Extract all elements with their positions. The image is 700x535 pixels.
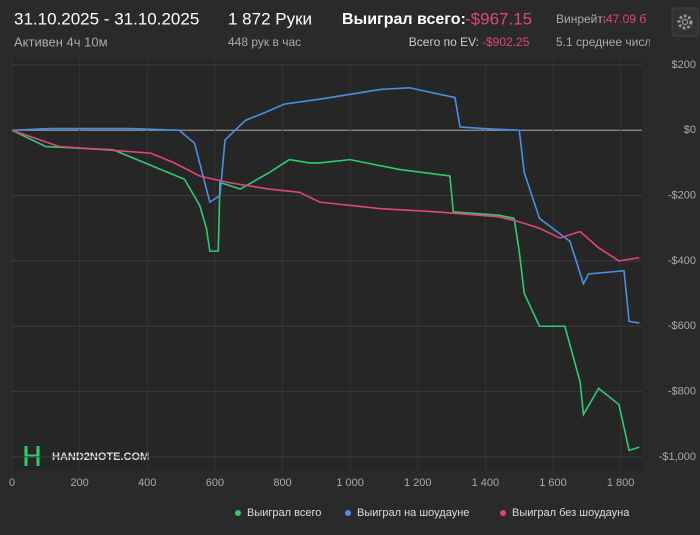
winrate-label: Винрейт:: [556, 12, 606, 26]
x-tick-label: 1 000: [336, 477, 364, 489]
y-tick-label: $200: [672, 59, 696, 71]
x-tick-label: 1 800: [607, 477, 635, 489]
legend-label: Выиграл без шоудауна: [512, 507, 630, 519]
y-tick-label: -$1,000: [659, 451, 696, 463]
y-tick-label: -$400: [668, 255, 696, 267]
header: 31.10.2025 - 31.10.2025 Активен 4ч 10м 1…: [14, 9, 651, 49]
y-tick-label: -$800: [668, 385, 696, 397]
y-tick-label: -$200: [668, 189, 696, 201]
hands: 1 872 Руки: [228, 9, 312, 28]
x-tick-label: 600: [206, 477, 224, 489]
date-range: 31.10.2025 - 31.10.2025: [14, 9, 199, 28]
hands-per-hour: 448 рук в час: [228, 35, 301, 49]
x-tick-label: 1 400: [472, 477, 500, 489]
series-line: [11, 129, 640, 262]
legend-marker: [500, 510, 506, 516]
x-tick-label: 0: [9, 477, 15, 489]
series-line: [11, 129, 640, 452]
x-tick-label: 800: [273, 477, 291, 489]
settings-button[interactable]: [671, 7, 699, 37]
y-tick-label: -$600: [668, 320, 696, 332]
plot-area: [12, 60, 642, 470]
active-time: Активен 4ч 10м: [14, 34, 108, 49]
x-tick-label: 1 600: [539, 477, 567, 489]
avg-label: 5.1 среднее числ: [556, 35, 651, 49]
won-value: -$967.15: [465, 9, 532, 28]
x-tick-label: 200: [70, 477, 88, 489]
legend-label: Выиграл на шоудауне: [357, 507, 469, 519]
x-tick-label: 400: [138, 477, 156, 489]
x-tick-label: 1 200: [404, 477, 432, 489]
ev-label: Всего по EV:: [409, 35, 479, 49]
series-line: [11, 86, 640, 324]
y-tick-label: $0: [684, 124, 696, 136]
legend-marker: [235, 510, 241, 516]
won-label: Выиграл всего:: [342, 11, 466, 28]
legend-marker: [345, 510, 351, 516]
winrate-value: -47.09 б: [602, 12, 646, 26]
ev-value: -$902.25: [482, 35, 530, 49]
legend-label: Выиграл всего: [247, 507, 321, 519]
